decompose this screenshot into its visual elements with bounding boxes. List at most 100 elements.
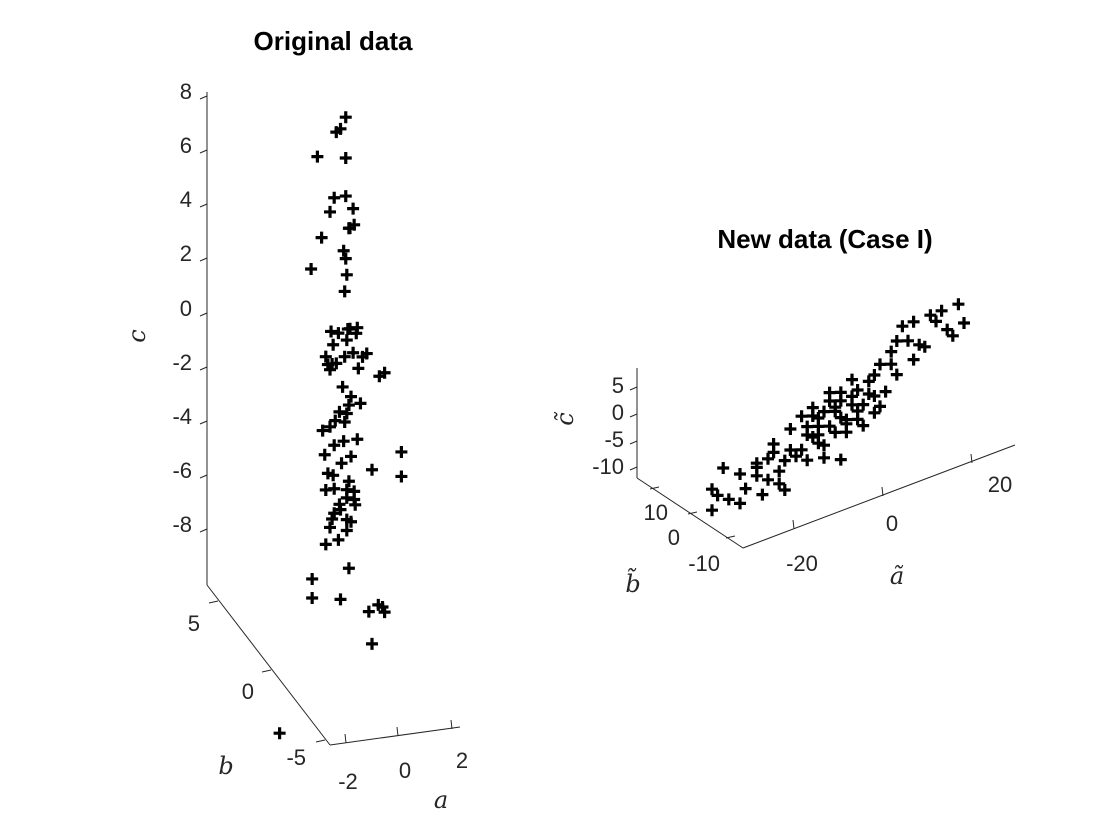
z-tick-label: 4: [180, 187, 192, 212]
z-tick-label: -5: [604, 427, 624, 452]
data-point-marker: [395, 470, 408, 483]
data-point-marker: [395, 445, 408, 458]
data-point-marker: [337, 244, 350, 257]
data-point-marker: [366, 637, 378, 650]
data-point-marker: [345, 450, 357, 463]
data-point-marker: [818, 405, 830, 418]
z-axis-ticks: 8 6 4 2 0 -2 -4 -6 -8: [172, 79, 208, 537]
data-point-marker: [327, 338, 340, 351]
a-axis-ticks: -2 0 2: [338, 719, 468, 794]
z-tick-mark: [199, 474, 208, 479]
data-point-marker: [857, 398, 870, 411]
data-point-marker: [874, 400, 886, 413]
data-point-marker: [345, 390, 357, 403]
data-point-marker: [347, 202, 360, 215]
data-point-marker: [952, 298, 965, 311]
data-point-marker: [352, 362, 365, 375]
data-point-marker: [342, 399, 355, 412]
data-point-marker: [778, 484, 791, 496]
data-point-marker: [806, 401, 819, 414]
a-tick-label: -20: [786, 551, 818, 576]
data-point-marker: [778, 454, 791, 467]
a-axis-line: [329, 726, 461, 746]
data-point-marker: [958, 317, 970, 329]
data-point-marker: [946, 329, 959, 342]
z-axis-ticks: 5 0 -5 -10: [592, 373, 638, 479]
data-point-marker: [273, 727, 286, 740]
data-point-marker: [318, 448, 331, 461]
data-point-marker: [338, 285, 351, 298]
data-point-marker: [862, 388, 875, 400]
data-point-marker: [328, 439, 341, 452]
data-point-marker: [328, 507, 341, 520]
z-tick-mark: [629, 386, 638, 391]
data-point-marker: [335, 457, 348, 470]
z-tick-label: 8: [180, 79, 192, 104]
z-tick-label: 2: [180, 241, 192, 266]
data-point-marker: [868, 390, 881, 402]
b-tick-mark: [687, 511, 698, 515]
data-point-marker: [345, 515, 357, 528]
a-tick-label: 2: [456, 748, 468, 773]
data-point-marker: [311, 150, 324, 163]
b-axis-line: [636, 477, 744, 549]
z-axis-label: c: [123, 329, 151, 342]
a-tick-mark: [881, 486, 884, 497]
a-tick-label: 20: [988, 472, 1012, 497]
data-point-marker: [801, 454, 814, 467]
data-point-marker: [325, 325, 338, 338]
data-point-marker: [339, 190, 352, 203]
data-point-marker: [885, 345, 898, 358]
data-point-marker: [337, 435, 350, 448]
data-point-marker: [834, 453, 847, 466]
data-point-marker: [918, 340, 931, 353]
chart-title: New data (Case I): [717, 224, 932, 254]
data-point-marker: [840, 426, 853, 439]
data-point-marker: [339, 111, 352, 124]
data-point-marker: [328, 191, 341, 204]
data-point-marker: [342, 562, 355, 575]
a-tick-mark: [792, 519, 795, 530]
data-point-marker: [315, 231, 328, 244]
data-point-marker: [930, 315, 942, 328]
z-tick-mark: [629, 413, 638, 418]
z-tick-label: -6: [172, 458, 192, 483]
b-tick-mark: [649, 486, 660, 490]
data-point-marker: [846, 373, 858, 386]
data-point-marker: [868, 406, 881, 419]
z-tick-mark: [199, 366, 208, 371]
data-point-marker: [332, 327, 345, 340]
data-point-marker: [851, 405, 864, 417]
data-point-marker: [334, 503, 347, 516]
data-point-marker: [340, 268, 353, 281]
data-point-marker: [818, 439, 830, 452]
data-point-marker: [857, 419, 870, 432]
data-point-marker: [739, 482, 752, 495]
b-tick-mark: [208, 600, 219, 604]
data-point-marker: [829, 401, 842, 414]
z-tick-mark: [199, 203, 208, 208]
z-tick-label: -10: [592, 454, 624, 479]
data-point-marker: [879, 385, 892, 398]
b-tick-label: 0: [242, 679, 254, 704]
data-point-marker: [767, 438, 780, 450]
data-point-marker: [890, 335, 903, 347]
data-point-marker: [812, 412, 825, 424]
b-axis-ticks: 10 0 -10: [644, 486, 736, 576]
data-point-marker: [332, 533, 345, 546]
data-point-marker: [868, 369, 881, 381]
chart-title: Original data: [254, 26, 413, 56]
data-point-marker: [349, 498, 362, 511]
data-point-marker: [326, 512, 339, 525]
z-tick-label: 0: [180, 296, 192, 321]
data-point-marker: [862, 375, 875, 388]
data-point-marker: [795, 443, 808, 456]
data-point-marker: [333, 405, 346, 418]
z-tick-mark: [199, 95, 208, 100]
data-point-marker: [324, 205, 336, 218]
data-point-marker: [306, 572, 319, 585]
z-tick-label: -4: [172, 404, 192, 429]
data-point-marker: [354, 397, 367, 410]
data-point-marker: [896, 320, 909, 333]
a-tick-mark: [344, 733, 347, 744]
